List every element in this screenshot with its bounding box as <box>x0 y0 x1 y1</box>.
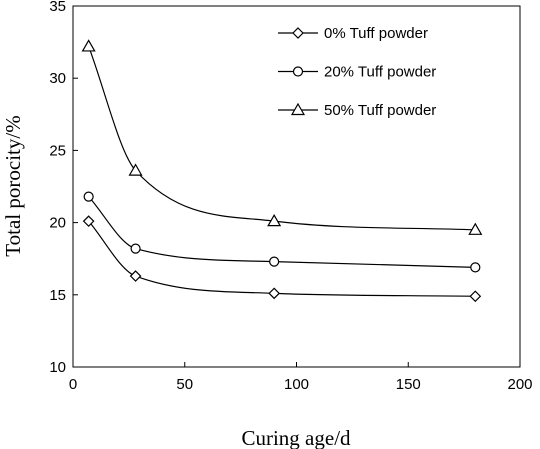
y-tick-label: 25 <box>49 142 66 159</box>
x-axis-title: Curing age/d <box>241 426 351 449</box>
x-axis: 0 50 100 150 200 <box>69 362 533 393</box>
y-tick-label: 20 <box>49 215 66 232</box>
legend-entry: 50% Tuff powder <box>278 102 436 119</box>
legend-marker-triangle <box>290 102 306 116</box>
legend-marker-circle <box>292 66 304 77</box>
series-line <box>88 196 476 268</box>
data-point-triangle <box>468 222 483 235</box>
legend-label: 20% Tuff powder <box>324 64 436 81</box>
x-tick-label: 200 <box>507 376 532 393</box>
legend-label: 0% Tuff powder <box>324 25 428 42</box>
data-point-diamond <box>129 270 142 282</box>
y-tick-label: 10 <box>49 359 66 376</box>
data-point-triangle <box>128 163 143 176</box>
y-axis-title: Total porocity/% <box>1 115 25 256</box>
data-point-triangle <box>81 39 96 52</box>
series-circle <box>83 191 481 273</box>
legend-marker-diamond <box>292 27 304 39</box>
data-point-circle <box>130 243 141 254</box>
data-point-diamond <box>469 290 482 303</box>
y-tick-label: 35 <box>49 0 66 15</box>
y-tick-label: 30 <box>49 70 66 87</box>
series-layer <box>81 39 483 303</box>
series-diamond <box>82 215 482 303</box>
legend-entry: 20% Tuff powder <box>278 64 436 81</box>
y-axis: 10 15 20 25 30 35 <box>49 0 78 376</box>
plot-area-frame <box>72 5 521 368</box>
data-point-diamond <box>268 287 280 300</box>
data-point-circle <box>83 191 94 202</box>
legend-entry: 0% Tuff powder <box>278 25 428 42</box>
y-tick-label: 15 <box>49 287 66 304</box>
data-point-circle <box>269 256 280 267</box>
legend-label: 50% Tuff powder <box>324 102 436 119</box>
data-point-triangle <box>267 213 282 227</box>
data-point-circle <box>470 262 481 273</box>
x-tick-label: 150 <box>396 376 421 393</box>
series-triangle <box>81 39 483 235</box>
series-line <box>88 220 476 297</box>
series-line <box>88 46 476 231</box>
x-tick-label: 100 <box>284 376 309 393</box>
legend: 0% Tuff powder 20% Tuff powder 50% Tuff po… <box>278 25 436 119</box>
x-tick-label: 50 <box>176 376 193 393</box>
x-tick-label: 0 <box>69 376 77 393</box>
data-point-diamond <box>82 215 95 228</box>
